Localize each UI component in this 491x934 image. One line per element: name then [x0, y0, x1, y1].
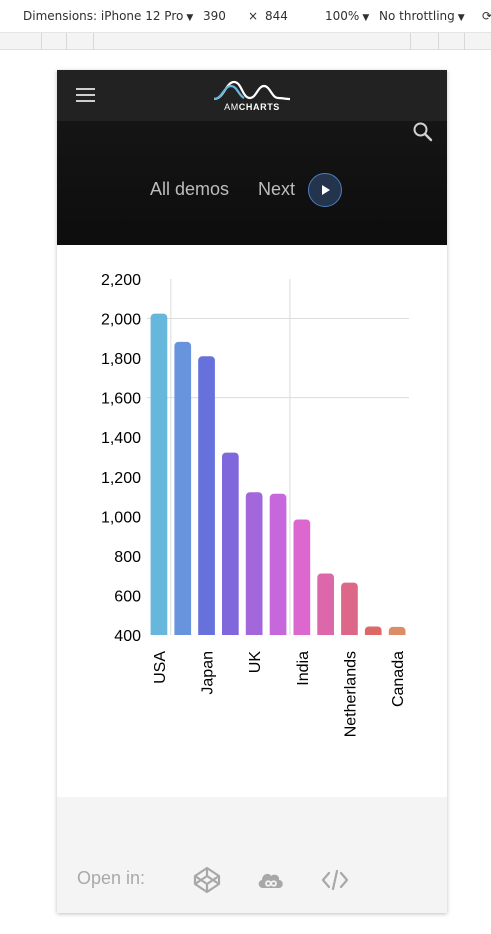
ruler-tick	[41, 33, 42, 50]
bar-uk[interactable]	[245, 492, 263, 639]
ruler-tick	[66, 33, 67, 50]
demo-header: All demos Next	[57, 121, 447, 245]
menu-line	[76, 100, 95, 102]
y-tick-label: 2,200	[101, 272, 141, 289]
logo-text: AMCHARTS	[212, 102, 292, 112]
bar-germany[interactable]	[222, 452, 239, 639]
throttling-label: No throttling	[379, 9, 455, 23]
y-tick-label: 1,600	[101, 391, 141, 408]
x-tick-label: USA	[152, 651, 169, 684]
top-navbar: AMCHARTS	[57, 70, 447, 121]
zoom-selector[interactable]: 100% ▼	[325, 9, 369, 23]
y-tick-label: 1,800	[101, 351, 141, 368]
all-demos-link[interactable]: All demos	[150, 179, 230, 199]
device-viewport: AMCHARTS All demos Next 2,200 2,000 1,800 1…	[57, 70, 447, 913]
device-selector-label: Dimensions: iPhone 12 Pro	[23, 9, 184, 23]
search-icon[interactable]	[412, 121, 434, 143]
y-tick-label: 600	[114, 588, 141, 605]
zoom-label: 100%	[325, 9, 360, 23]
ruler-tick	[93, 33, 94, 50]
y-tick-label: 1,200	[101, 470, 141, 487]
y-tick-label: 1,400	[101, 430, 141, 447]
width-input[interactable]: 390	[203, 9, 226, 23]
height-input[interactable]: 844	[265, 9, 288, 23]
next-demo-button[interactable]	[308, 173, 342, 207]
open-in-label: Open in:	[77, 868, 146, 888]
ruler-tick	[464, 33, 465, 50]
devtools-toolbar: Dimensions: iPhone 12 Pro ▼ 390 × 844 100…	[0, 0, 491, 33]
x-tick-label: UK	[247, 651, 264, 674]
dropdown-arrow-icon: ▼	[457, 13, 465, 23]
jsfiddle-icon[interactable]	[256, 865, 286, 895]
logo-text-prefix: AM	[224, 102, 239, 112]
y-tick-label: 400	[114, 628, 141, 645]
dropdown-arrow-icon: ▼	[186, 13, 194, 23]
y-tick-label: 1,000	[101, 509, 141, 526]
x-tick-label: Netherlands	[343, 651, 360, 737]
bar-netherlands[interactable]	[341, 582, 358, 639]
menu-line	[76, 94, 95, 96]
play-icon	[322, 185, 330, 195]
next-link[interactable]: Next	[258, 179, 296, 199]
ruler-tick	[438, 33, 439, 50]
y-tick-label: 2,000	[101, 312, 141, 329]
rotate-icon[interactable]: ⟳	[482, 9, 491, 23]
logo-wave-icon	[213, 80, 291, 101]
media-query-ruler	[0, 33, 491, 50]
logo-text-suffix: CHARTS	[238, 102, 280, 112]
menu-line	[76, 88, 95, 90]
bar-india[interactable]	[293, 519, 311, 640]
x-tick-label: Canada	[390, 651, 407, 707]
code-icon[interactable]	[320, 865, 350, 895]
x-tick-label: India	[295, 651, 312, 686]
y-tick-label: 800	[114, 549, 141, 566]
bar-spain[interactable]	[317, 573, 334, 640]
times-symbol: ×	[248, 9, 259, 23]
bar-japan[interactable]	[198, 356, 215, 639]
codepen-icon[interactable]	[192, 865, 222, 895]
bar-usa[interactable]	[150, 313, 168, 639]
throttling-selector[interactable]: No throttling ▼	[379, 9, 465, 23]
bar-france[interactable]	[269, 493, 287, 639]
amcharts-logo[interactable]: AMCHARTS	[212, 78, 292, 114]
hamburger-menu-icon[interactable]	[76, 88, 95, 102]
ruler-tick	[410, 33, 411, 50]
axis-baseline-mask	[147, 635, 413, 641]
bar-china[interactable]	[174, 341, 192, 639]
x-tick-label: Japan	[200, 651, 217, 695]
device-selector[interactable]: Dimensions: iPhone 12 Pro ▼	[23, 9, 193, 23]
dropdown-arrow-icon: ▼	[362, 13, 370, 23]
open-in-footer: Open in:	[57, 797, 447, 913]
bar-chart: 2,200 2,000 1,800 1,600 1,400 1,200 1,000 800 60…	[101, 272, 413, 737]
bar-chart-area: 2,200 2,000 1,800 1,600 1,400 1,200 1,000 800 60…	[57, 245, 447, 797]
